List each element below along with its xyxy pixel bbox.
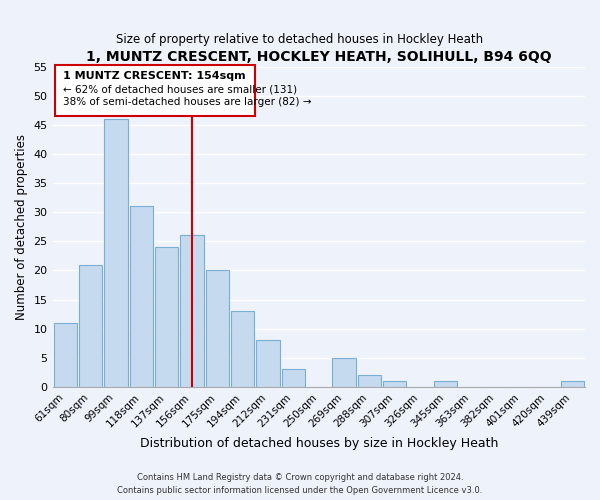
Bar	[332, 358, 356, 387]
Y-axis label: Number of detached properties: Number of detached properties	[15, 134, 28, 320]
Bar	[181, 236, 203, 387]
Bar	[155, 247, 178, 387]
Bar	[53, 323, 77, 387]
Bar	[231, 311, 254, 387]
Bar	[383, 381, 406, 387]
Text: 1 MUNTZ CRESCENT: 154sqm: 1 MUNTZ CRESCENT: 154sqm	[62, 70, 245, 81]
Text: Size of property relative to detached houses in Hockley Heath: Size of property relative to detached ho…	[116, 32, 484, 46]
Bar	[358, 376, 381, 387]
FancyBboxPatch shape	[55, 66, 256, 116]
Bar	[130, 206, 153, 387]
X-axis label: Distribution of detached houses by size in Hockley Heath: Distribution of detached houses by size …	[140, 437, 498, 450]
Text: ← 62% of detached houses are smaller (131): ← 62% of detached houses are smaller (13…	[62, 84, 297, 94]
Bar	[560, 381, 584, 387]
Bar	[79, 264, 102, 387]
Text: Contains HM Land Registry data © Crown copyright and database right 2024.
Contai: Contains HM Land Registry data © Crown c…	[118, 473, 482, 495]
Bar	[282, 370, 305, 387]
Bar	[206, 270, 229, 387]
Text: 38% of semi-detached houses are larger (82) →: 38% of semi-detached houses are larger (…	[62, 98, 311, 108]
Bar	[104, 119, 128, 387]
Bar	[256, 340, 280, 387]
Title: 1, MUNTZ CRESCENT, HOCKLEY HEATH, SOLIHULL, B94 6QQ: 1, MUNTZ CRESCENT, HOCKLEY HEATH, SOLIHU…	[86, 50, 551, 64]
Bar	[434, 381, 457, 387]
